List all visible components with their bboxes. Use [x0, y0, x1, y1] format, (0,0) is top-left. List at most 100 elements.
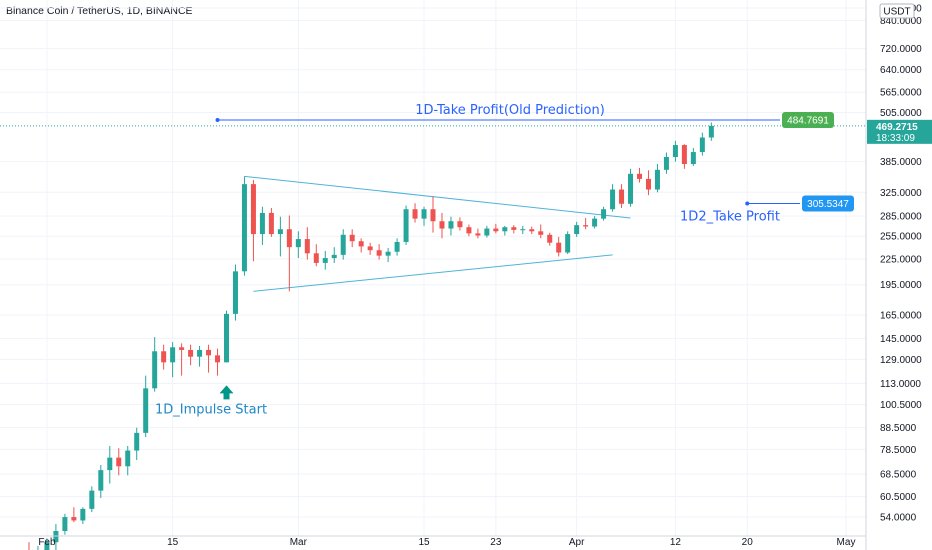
price-tick-label: 720.0000 [880, 44, 922, 55]
price-tick-label: 68.5000 [880, 470, 917, 481]
candle[interactable] [331, 247, 337, 263]
price-tick-label: 78.5000 [880, 445, 917, 456]
candle-body [80, 508, 86, 521]
candle[interactable] [394, 238, 400, 256]
candle[interactable] [313, 244, 319, 267]
triangle-lower-trendline[interactable] [253, 254, 613, 292]
candle[interactable] [556, 236, 562, 257]
candle[interactable] [71, 507, 77, 523]
candle-body [565, 234, 571, 253]
candle[interactable] [197, 345, 203, 367]
candle[interactable] [574, 221, 580, 237]
candle[interactable] [232, 264, 238, 321]
candle[interactable] [179, 343, 185, 376]
candle[interactable] [286, 215, 292, 292]
candle[interactable] [493, 223, 499, 234]
candle[interactable] [224, 310, 229, 363]
candle[interactable] [592, 216, 598, 229]
candle[interactable] [241, 176, 247, 276]
candle[interactable] [529, 226, 535, 235]
candle-body [628, 173, 634, 204]
candle[interactable] [125, 445, 131, 476]
candle[interactable] [565, 231, 571, 255]
candle[interactable] [170, 342, 176, 378]
candle[interactable] [304, 227, 310, 260]
candle[interactable] [430, 196, 436, 233]
candle[interactable] [654, 164, 660, 193]
candle[interactable] [708, 122, 714, 141]
candle[interactable] [466, 224, 472, 237]
candle[interactable] [583, 217, 589, 230]
candle[interactable] [412, 203, 418, 223]
candle[interactable] [89, 486, 95, 513]
time-tick-label: 15 [418, 537, 430, 548]
candle[interactable] [215, 348, 221, 376]
candle[interactable] [116, 448, 122, 476]
currency-label-box[interactable] [879, 3, 915, 19]
candle[interactable] [152, 337, 158, 392]
price-tick-label: 113.0000 [880, 379, 921, 390]
candle-body [403, 209, 409, 242]
candle[interactable] [681, 144, 687, 169]
candle[interactable] [511, 225, 517, 234]
candle-body [62, 517, 68, 531]
candle[interactable] [502, 225, 508, 236]
candle[interactable] [268, 207, 274, 237]
candle[interactable] [107, 445, 113, 484]
candle[interactable] [62, 513, 68, 535]
candle[interactable] [672, 140, 678, 162]
candle[interactable] [295, 231, 301, 259]
candle[interactable] [98, 465, 104, 499]
candle[interactable] [699, 132, 705, 156]
candle[interactable] [53, 523, 59, 550]
candle[interactable] [206, 344, 212, 373]
candle[interactable] [690, 148, 696, 166]
candle[interactable] [547, 232, 553, 246]
price-tick-label: 505.0000 [880, 108, 922, 119]
candle[interactable] [358, 238, 364, 253]
candle[interactable] [367, 242, 373, 255]
candle[interactable] [134, 427, 140, 461]
candle[interactable] [475, 228, 481, 239]
candle[interactable] [663, 152, 669, 174]
candle[interactable] [143, 375, 149, 438]
price-tick-label: 60.5000 [880, 492, 917, 503]
candle[interactable] [403, 205, 409, 245]
candle[interactable] [520, 225, 526, 235]
candle[interactable] [44, 538, 50, 550]
candle[interactable] [385, 247, 391, 263]
candle[interactable] [421, 206, 427, 226]
candle[interactable] [628, 168, 634, 207]
candle[interactable] [26, 542, 31, 550]
candle-body [179, 347, 185, 350]
candle[interactable] [349, 229, 355, 248]
candle[interactable] [448, 216, 454, 236]
candle-body [224, 313, 229, 363]
candle-body [502, 227, 508, 232]
candle[interactable] [277, 216, 283, 257]
candle[interactable] [538, 224, 544, 239]
candle[interactable] [645, 170, 651, 196]
candle[interactable] [80, 507, 86, 524]
candle[interactable] [610, 184, 616, 212]
candle[interactable] [637, 167, 642, 183]
candle[interactable] [259, 206, 265, 245]
candle[interactable] [457, 217, 463, 231]
triangle-upper-trendline[interactable] [244, 175, 631, 219]
candle[interactable] [376, 244, 382, 260]
candle[interactable] [340, 229, 346, 260]
candle-body [295, 239, 301, 248]
candle[interactable] [619, 184, 625, 208]
candle[interactable] [484, 225, 490, 238]
candle[interactable] [161, 344, 167, 370]
impulse-arrow-icon[interactable] [219, 385, 234, 400]
candle[interactable] [322, 250, 328, 270]
candle[interactable] [250, 179, 256, 262]
price-tick-label: 129.0000 [880, 355, 922, 366]
candle[interactable] [188, 344, 194, 366]
last-price-badge [867, 119, 932, 144]
candle[interactable] [601, 206, 607, 221]
candle[interactable] [439, 212, 445, 239]
